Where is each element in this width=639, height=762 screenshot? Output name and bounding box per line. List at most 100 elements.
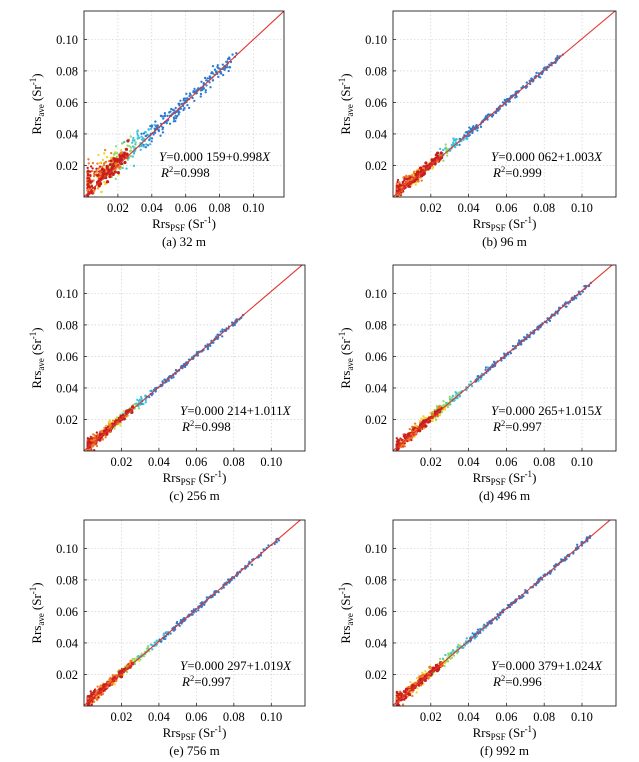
data-point [98, 172, 102, 176]
data-point [395, 182, 398, 186]
plot-frame [392, 10, 617, 198]
data-point [96, 173, 100, 177]
xlabel-close: ) [222, 725, 226, 740]
data-point [443, 664, 446, 668]
data-point [161, 131, 165, 134]
data-point [110, 165, 115, 170]
xlabel-exp: -1 [525, 469, 533, 479]
fit-equation: Y=0.000 159+0.998X [159, 149, 271, 164]
y-tick-label: 0.08 [365, 64, 387, 78]
data-point [396, 199, 398, 201]
data-point [119, 424, 122, 427]
ylabel-close: ) [338, 327, 353, 331]
y-tick-label: 0.04 [56, 636, 79, 650]
panel-caption: (a) 32 m [162, 234, 206, 249]
data-point [430, 412, 435, 416]
data-point [542, 67, 545, 70]
data-point [98, 693, 101, 696]
data-point [86, 189, 89, 192]
data-point [122, 410, 125, 413]
fit-line [393, 520, 611, 706]
data-point [107, 169, 111, 173]
xlabel-unit: (Sr [509, 470, 526, 485]
x-tick-label: 0.08 [209, 201, 231, 215]
data-point [273, 542, 276, 546]
data-point [105, 180, 110, 184]
data-point [93, 170, 96, 174]
r2-superscript: 2 [501, 673, 505, 683]
data-point [452, 654, 456, 657]
xlabel-unit: (Sr [199, 725, 216, 740]
y-tick-label: 0.04 [56, 381, 79, 395]
data-point [222, 586, 225, 589]
data-point [157, 129, 161, 133]
data-point [153, 123, 156, 127]
fit-line [84, 520, 302, 706]
data-point [90, 200, 92, 202]
data-point [144, 134, 147, 138]
data-point [441, 657, 445, 660]
data-point [231, 53, 234, 56]
eq-x: X [282, 403, 292, 418]
data-point [109, 159, 113, 163]
data-point [537, 75, 541, 78]
plot-frame [392, 519, 617, 707]
data-point [525, 333, 529, 336]
data-point [87, 170, 90, 173]
ylabel-sub: ave [36, 104, 46, 117]
data-point [447, 652, 450, 655]
data-point [97, 184, 101, 188]
data-point [191, 613, 194, 616]
data-point [94, 697, 98, 700]
data-point [182, 108, 185, 112]
data-point [104, 160, 108, 164]
data-point [165, 122, 168, 125]
data-point [149, 127, 153, 130]
r2-symbol: R [492, 674, 501, 689]
data-point [89, 690, 92, 693]
data-point [159, 640, 163, 643]
data-point [108, 162, 113, 167]
data-point [133, 146, 136, 149]
data-point [409, 680, 412, 684]
data-point [149, 389, 152, 393]
data-point [535, 71, 538, 75]
data-point [105, 156, 109, 159]
data-point [250, 563, 254, 566]
data-point [146, 645, 150, 648]
data-point [482, 629, 485, 632]
data-point [87, 187, 90, 191]
xlabel-unit: (Sr [509, 725, 526, 740]
data-point [226, 60, 229, 63]
y-tick-label: 0.02 [56, 668, 78, 682]
data-point [108, 423, 112, 427]
data-point [401, 185, 404, 189]
data-point [123, 140, 126, 144]
data-point [403, 445, 406, 448]
y-tick-label: 0.04 [365, 381, 388, 395]
data-point [101, 438, 105, 441]
data-point [509, 352, 513, 355]
x-axis-label: RrsPSF (Sr-1) [163, 469, 227, 487]
r-squared: R2=0.998 [160, 164, 210, 180]
data-point [435, 405, 439, 408]
data-point [86, 166, 89, 170]
data-point [90, 439, 93, 442]
panel-caption: (f) 992 m [480, 743, 529, 758]
data-point [267, 544, 270, 547]
data-point [227, 69, 230, 73]
x-tick-label: 0.08 [533, 710, 555, 724]
data-point [450, 143, 453, 147]
data-point [161, 115, 165, 118]
data-point [471, 632, 474, 635]
data-point [163, 111, 167, 115]
data-point [194, 610, 198, 613]
data-point [174, 114, 177, 117]
data-point [221, 335, 224, 338]
data-point [442, 159, 445, 162]
data-point [86, 183, 89, 187]
data-point [117, 158, 121, 162]
xlabel-main: Rrs [473, 470, 491, 485]
data-point [146, 144, 150, 147]
data-point [421, 671, 424, 674]
